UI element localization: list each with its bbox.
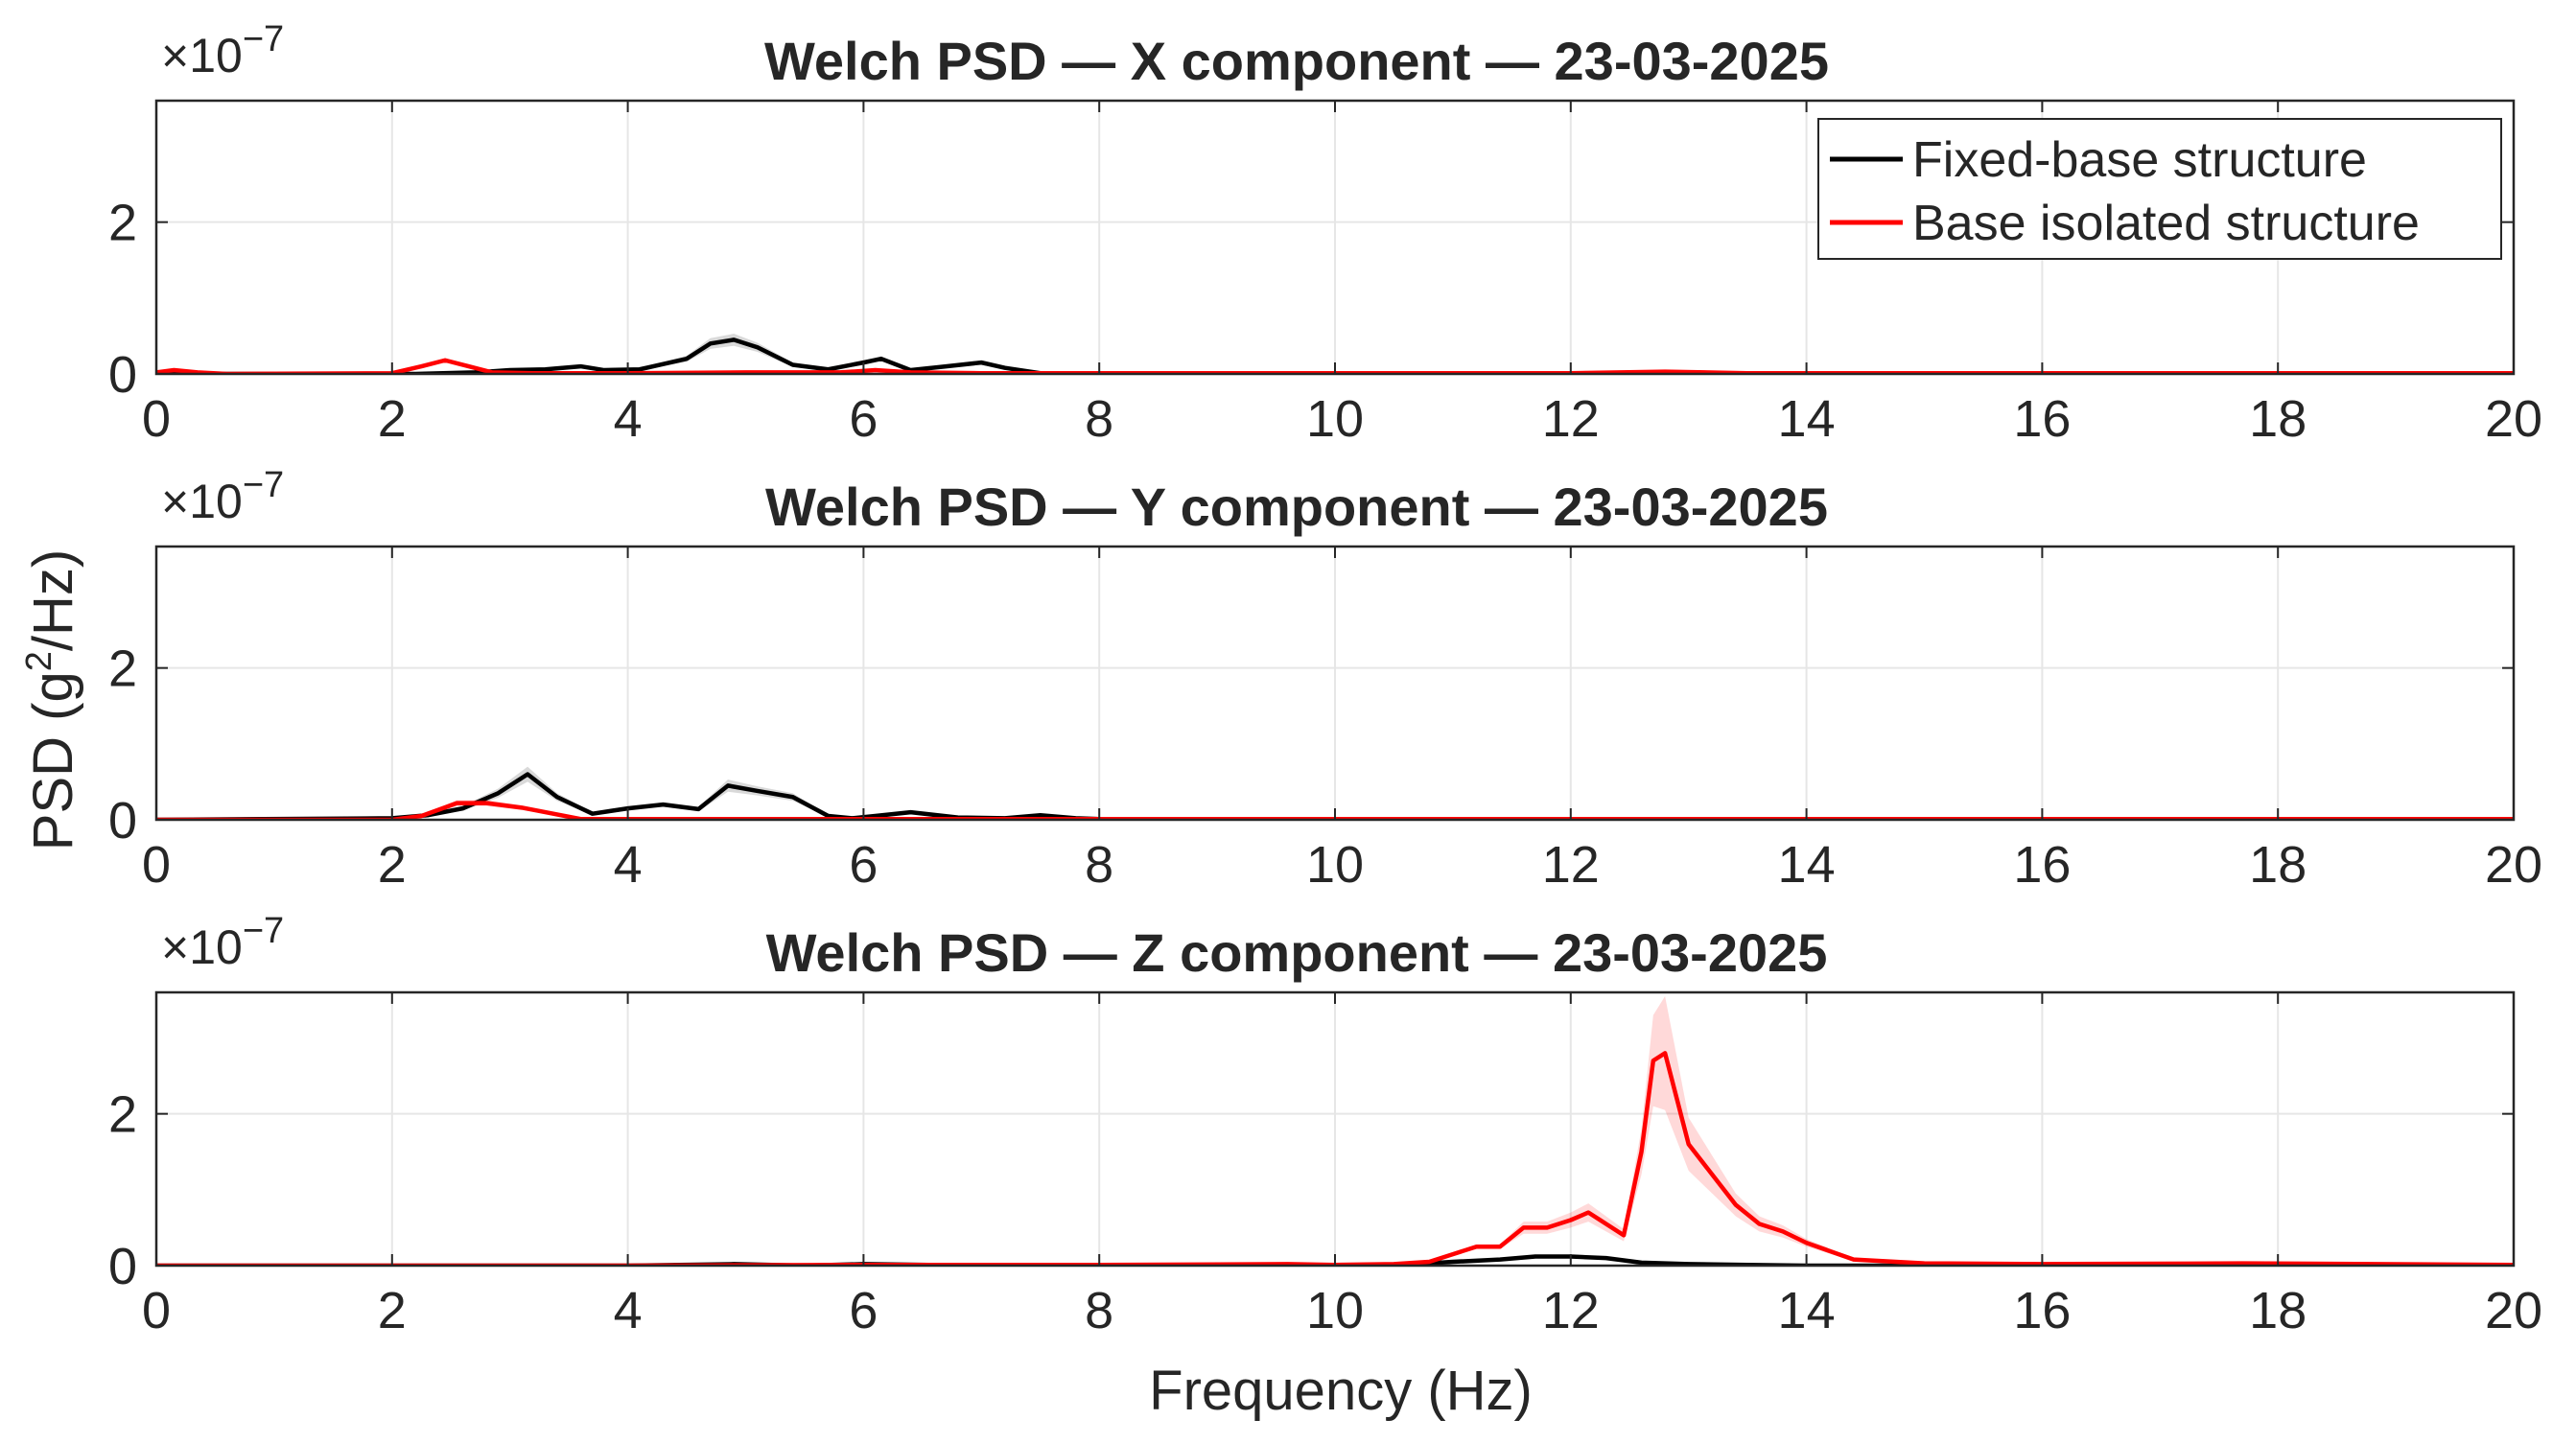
x-tick-label: 12: [1542, 1282, 1600, 1339]
x-tick-label: 8: [1085, 390, 1113, 448]
grid-lines: [155, 547, 2515, 821]
y-axis-label-unit: /Hz): [22, 549, 84, 651]
x-tick-label: 16: [2013, 390, 2071, 448]
x-tick-label: 2: [378, 836, 407, 894]
subplot-1: Welch PSD — X component — 23-03-2025 ×10−…: [108, 19, 2542, 448]
legend-box: [1817, 118, 2502, 260]
x-tick-label: 4: [614, 390, 643, 448]
x-tick-label: 16: [2013, 836, 2071, 894]
x-tick-label: 18: [2249, 390, 2307, 448]
y-exponent-prefix: ×10: [161, 29, 243, 82]
x-tick-label: 8: [1085, 1282, 1113, 1339]
tick-labels: 0 2 4 6 8 10 12 14 16 18 20 0 2: [108, 101, 2542, 448]
y-exponent-power: −7: [243, 19, 284, 59]
x-tick-label: 20: [2485, 1282, 2542, 1339]
x-tick-label: 6: [849, 836, 878, 894]
x-tick-label: 4: [614, 836, 643, 894]
subplot-panels: Welch PSD — X component — 23-03-2025×10−…: [108, 19, 2542, 1339]
grid-lines: [155, 992, 2515, 1267]
x-tick-label: 12: [1542, 836, 1600, 894]
x-tick-label: 10: [1306, 836, 1364, 894]
subplot-title: Welch PSD — Y component — 23-03-2025: [765, 477, 1828, 537]
x-tick-label: 14: [1778, 1282, 1836, 1339]
y-tick-label: 0: [108, 1238, 137, 1295]
x-tick-label: 4: [614, 1282, 643, 1339]
x-tick-label: 2: [378, 1282, 407, 1339]
x-tick-label: 6: [849, 1282, 878, 1339]
y-exponent-power: −7: [243, 911, 284, 951]
y-axis-label-base: PSD (g: [22, 671, 84, 850]
tick-labels: 0 2 4 6 8 10 12 14 16 18 20 0 2: [108, 992, 2542, 1339]
y-tick-label: 2: [108, 640, 137, 698]
subplot-2: Welch PSD — Y component — 23-03-2025 ×10−…: [108, 465, 2542, 894]
x-axis-label: Frequency (Hz): [1149, 1360, 1533, 1422]
legend: Fixed-base structure Base isolated struct…: [1817, 118, 2502, 260]
x-tick-label: 6: [849, 390, 878, 448]
x-tick-label: 10: [1306, 1282, 1364, 1339]
legend-label-2: Base isolated structure: [1912, 196, 2420, 251]
y-exponent-prefix: ×10: [161, 920, 243, 974]
x-tick-label: 18: [2249, 1282, 2307, 1339]
y-exponent-power: −7: [243, 465, 284, 505]
x-tick-label: 18: [2249, 836, 2307, 894]
x-tick-label: 12: [1542, 390, 1600, 448]
x-tick-label: 14: [1778, 836, 1836, 894]
y-tick-label: 2: [108, 1086, 137, 1144]
legend-label-1: Fixed-base structure: [1912, 132, 2367, 188]
x-tick-label: 16: [2013, 1282, 2071, 1339]
subplot-title: Welch PSD — Z component — 23-03-2025: [766, 922, 1828, 983]
x-tick-label: 14: [1778, 390, 1836, 448]
y-axis-label: PSD (g2/Hz): [19, 549, 84, 850]
y-exponent-label: ×10−7: [161, 19, 284, 82]
x-tick-label: 10: [1306, 390, 1364, 448]
x-tick-label: 8: [1085, 836, 1113, 894]
y-exponent-prefix: ×10: [161, 475, 243, 528]
x-tick-label: 20: [2485, 836, 2542, 894]
subplot-title: Welch PSD — X component — 23-03-2025: [764, 31, 1829, 91]
y-axis-label-superscript: 2: [19, 651, 59, 671]
x-tick-label: 20: [2485, 390, 2542, 448]
x-tick-label: 0: [142, 390, 171, 448]
x-tick-label: 0: [142, 836, 171, 894]
y-tick-label: 2: [108, 195, 137, 252]
y-exponent-label: ×10−7: [161, 911, 284, 974]
x-tick-label: 0: [142, 1282, 171, 1339]
subplot-3: Welch PSD — Z component — 23-03-2025 ×10−…: [108, 911, 2542, 1339]
x-tick-label: 2: [378, 390, 407, 448]
y-tick-label: 0: [108, 346, 137, 404]
tick-labels: 0 2 4 6 8 10 12 14 16 18 20 0 2: [108, 547, 2542, 894]
figure-labels: PSD (g2/Hz) Frequency (Hz): [19, 549, 1533, 1422]
y-tick-label: 0: [108, 792, 137, 850]
y-exponent-label: ×10−7: [161, 465, 284, 528]
